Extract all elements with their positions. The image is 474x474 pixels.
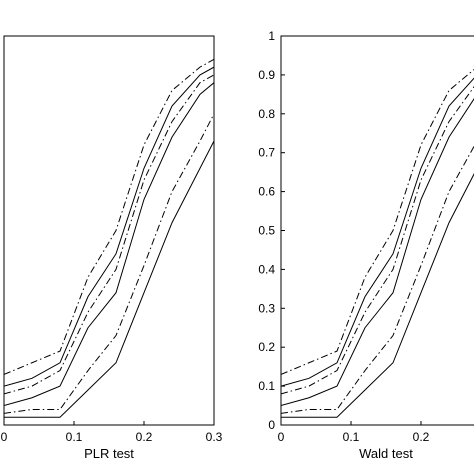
y-tick-label: 0.7 (258, 146, 275, 160)
series-line-6 (4, 58, 214, 375)
wald-test-panel: 0 0.1 0.2 0 0.1 0.2 0.3 0.4 0.5 0.6 0.7 0.8 0.9 1 Wal… (258, 29, 474, 461)
tick-layer: 0 0.1 0.2 0 0.1 0.2 0.3 0.4 0.5 0.6 0.7 0.8 0.9 1 (258, 29, 429, 444)
x-tick-label: 0.1 (66, 430, 83, 444)
series-line-5 (4, 66, 214, 387)
y-tick-label: 0.1 (258, 379, 275, 393)
series-line-1 (281, 173, 474, 418)
series-line-4 (4, 74, 214, 395)
x-tick-label: 0 (1, 430, 8, 444)
series-line-3 (4, 82, 214, 407)
plr-test-panel: 0 0.1 0.2 0.3 PLR test (1, 35, 223, 461)
series-line-3 (281, 98, 474, 407)
x-tick-label: 0.2 (136, 430, 153, 444)
y-tick-label: 1 (268, 29, 275, 43)
x-axis-label: PLR test (84, 446, 134, 461)
plot-frame (3, 35, 215, 426)
y-tick-label: 0 (268, 418, 275, 432)
series-layer (4, 58, 214, 418)
series-line-1 (4, 140, 214, 418)
y-tick-label: 0.9 (258, 68, 275, 82)
series-line-2 (281, 145, 474, 414)
plot-frame (280, 35, 474, 426)
series-layer (281, 68, 474, 418)
series-line-4 (281, 85, 474, 395)
y-tick-label: 0.4 (258, 262, 275, 276)
x-tick-label: 0.1 (343, 430, 360, 444)
y-tick-label: 0.6 (258, 185, 275, 199)
series-line-5 (281, 77, 474, 387)
series-line-2 (4, 113, 214, 414)
y-tick-label: 0.8 (258, 107, 275, 121)
y-tick-label: 0.2 (258, 340, 275, 354)
y-tick-label: 0.3 (258, 301, 275, 315)
x-tick-label: 0 (278, 430, 285, 444)
tick-layer: 0 0.1 0.2 0.3 (1, 421, 223, 444)
series-line-6 (281, 68, 474, 375)
x-tick-label: 0.3 (206, 430, 223, 444)
x-axis-label: Wald test (359, 446, 413, 461)
x-tick-label: 0.2 (413, 430, 430, 444)
y-tick-label: 0.5 (258, 224, 275, 238)
